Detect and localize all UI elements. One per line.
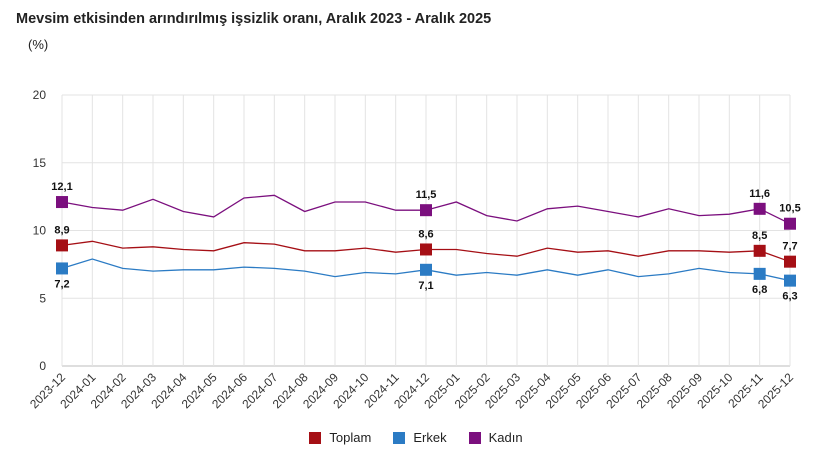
marker-erkek-2023-12 [56, 262, 68, 275]
marker-kadin-2025-12 [784, 217, 796, 230]
chart-title: Mevsim etkisinden arındırılmış işsizlik … [16, 11, 492, 27]
marker-layer [56, 196, 796, 287]
marker-toplam-2023-12 [56, 239, 68, 252]
y-tick-label: 15 [33, 156, 47, 170]
data-label-erkek-2024-12: 7,1 [418, 280, 433, 292]
data-label-kadin-2023-12: 12,1 [51, 181, 72, 193]
legend-item-toplam[interactable]: Toplam [309, 430, 371, 445]
data-label-kadin-2025-12: 10,5 [779, 203, 800, 215]
data-label-erkek-2023-12: 7,2 [54, 278, 69, 290]
legend-swatch-toplam [309, 431, 322, 444]
data-label-toplam-2025-12: 7,7 [782, 241, 797, 253]
marker-erkek-2025-12 [784, 274, 796, 287]
unit-label: (%) [28, 37, 49, 52]
marker-erkek-2025-11 [753, 267, 766, 280]
line-chart: 051015202023-122024-012024-022024-032024… [27, 88, 801, 411]
data-label-toplam-2025-11: 8,5 [752, 230, 767, 242]
y-tick-label: 5 [39, 291, 46, 305]
data-label-toplam-2024-12: 8,6 [418, 228, 433, 240]
legend-label-erkek: Erkek [413, 430, 447, 445]
marker-kadin-2023-12 [56, 196, 68, 209]
data-label-kadin-2024-12: 11,5 [416, 189, 437, 201]
data-label-kadin-2025-11: 11,6 [749, 188, 770, 200]
grid-layer: 051015202023-122024-012024-022024-032024… [27, 88, 796, 411]
marker-kadin-2025-11 [753, 202, 766, 215]
legend-swatch-erkek [393, 431, 406, 444]
marker-toplam-2024-12 [420, 243, 432, 256]
legend-swatch-kadin [468, 431, 481, 444]
label-layer: 8,9 7,2 12,1 8,6 7,1 11,5 8,5 6,8 11,6 7,7 6,3 10,5 [51, 181, 800, 303]
legend: Toplam Erkek Kadın [0, 430, 832, 445]
marker-erkek-2024-12 [420, 263, 432, 276]
marker-kadin-2024-12 [420, 204, 432, 217]
legend-label-toplam: Toplam [329, 430, 372, 445]
marker-toplam-2025-12 [784, 255, 796, 268]
data-label-erkek-2025-11: 6,8 [752, 284, 767, 296]
legend-item-kadin[interactable]: Kadın [468, 430, 523, 445]
legend-item-erkek[interactable]: Erkek [393, 430, 447, 445]
data-label-erkek-2025-12: 6,3 [782, 291, 797, 303]
data-label-toplam-2023-12: 8,9 [54, 224, 69, 236]
y-tick-label: 0 [39, 359, 46, 373]
legend-label-kadin: Kadın [488, 430, 523, 445]
y-tick-label: 20 [33, 88, 47, 102]
y-tick-label: 10 [33, 224, 47, 238]
marker-toplam-2025-11 [753, 244, 766, 257]
